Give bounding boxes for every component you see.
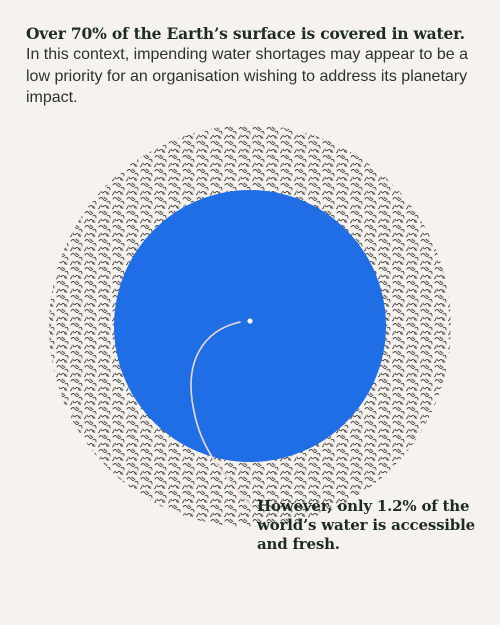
pointer-line — [190, 321, 253, 508]
fresh-water-callout: However, only 1.2% of the world’s water … — [257, 497, 475, 553]
headline: Over 70% of the Earth’s surface is cover… — [26, 24, 465, 43]
intro-paragraph: In this context, impending water shortag… — [26, 46, 469, 106]
salt-water-circle — [114, 190, 386, 462]
fresh-water-dot — [247, 318, 253, 324]
